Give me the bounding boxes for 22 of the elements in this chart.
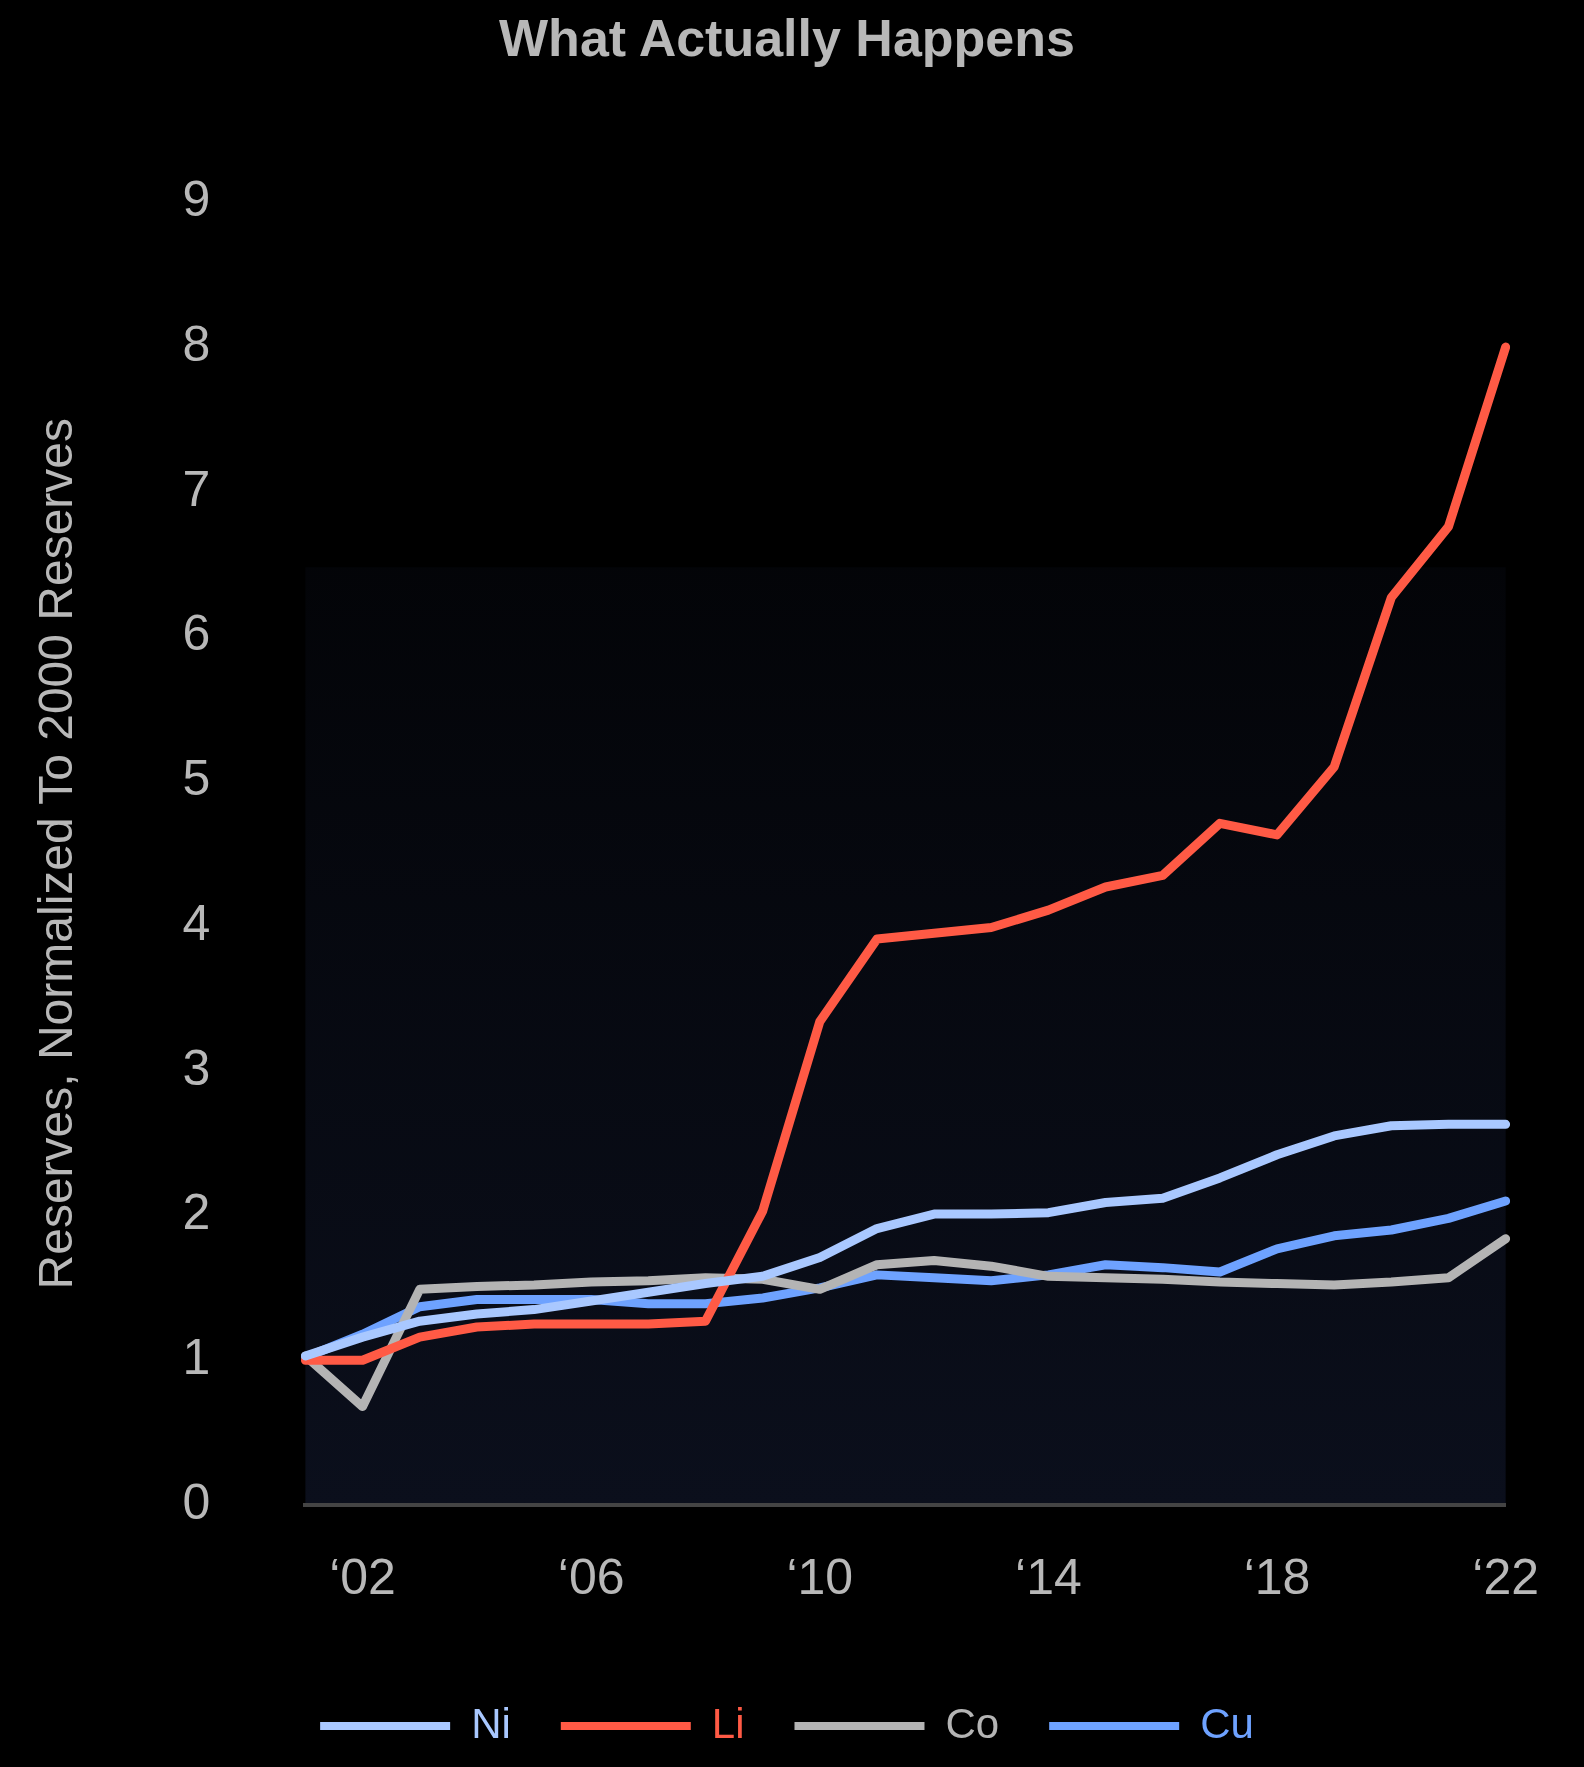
chart-title: What Actually Happens xyxy=(499,8,1075,67)
y-tick-label: 3 xyxy=(182,1039,211,1096)
y-tick-label: 4 xyxy=(182,894,211,951)
x-tick-label: ‘06 xyxy=(557,1548,625,1605)
y-tick-label: 8 xyxy=(182,315,211,372)
x-tick-label: ‘18 xyxy=(1243,1548,1311,1605)
x-tick-label: ‘10 xyxy=(786,1548,854,1605)
x-tick-label: ‘22 xyxy=(1472,1548,1540,1605)
legend-label: Ni xyxy=(471,1699,511,1747)
y-tick-label: 6 xyxy=(182,605,211,662)
y-tick-label: 0 xyxy=(182,1473,211,1530)
legend-label: Co xyxy=(945,1699,1000,1747)
y-tick-label: 7 xyxy=(182,460,211,517)
legend-label: Cu xyxy=(1200,1699,1254,1747)
y-tick-label: 5 xyxy=(182,750,211,807)
y-tick-label: 2 xyxy=(182,1184,211,1241)
y-tick-label: 9 xyxy=(182,171,211,228)
x-tick-label: ‘14 xyxy=(1015,1548,1082,1605)
x-tick-label: ‘02 xyxy=(329,1548,396,1605)
legend-label: Li xyxy=(711,1699,745,1747)
y-axis-title: Reserves, Normalized To 2000 Reserves xyxy=(29,417,83,1290)
y-tick-label: 1 xyxy=(182,1329,211,1386)
